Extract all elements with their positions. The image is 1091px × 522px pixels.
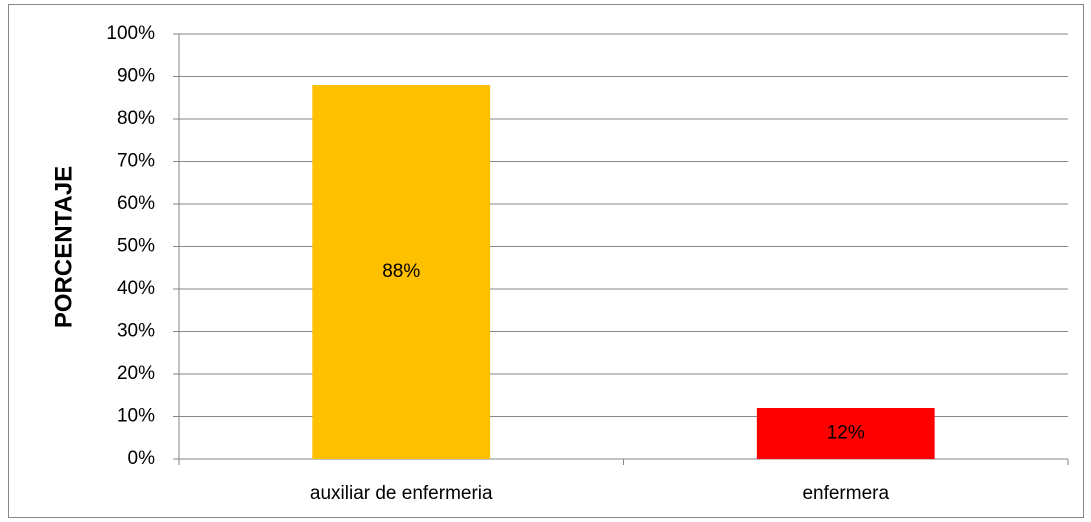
y-tick-label: 0% [128, 448, 156, 469]
data-label: 12% [827, 423, 865, 444]
y-tick-label: 90% [117, 66, 155, 87]
y-tick-label: 40% [117, 278, 155, 299]
y-tick-label: 20% [117, 363, 155, 384]
bar [312, 85, 491, 459]
data-label: 88% [382, 261, 420, 282]
y-tick-label: 100% [106, 23, 155, 44]
bar [756, 408, 935, 459]
y-tick-label: 30% [117, 321, 155, 342]
y-tick-label: 80% [117, 108, 155, 129]
y-tick-label: 50% [117, 236, 155, 257]
y-tick-label: 70% [117, 151, 155, 172]
x-tick-label: enfermera [802, 483, 889, 504]
y-tick-label: 10% [117, 406, 155, 427]
y-tick-label: 60% [117, 193, 155, 214]
y-axis-label: PORCENTAJE [50, 166, 77, 328]
x-tick-label: auxiliar de enfermeria [310, 483, 493, 504]
